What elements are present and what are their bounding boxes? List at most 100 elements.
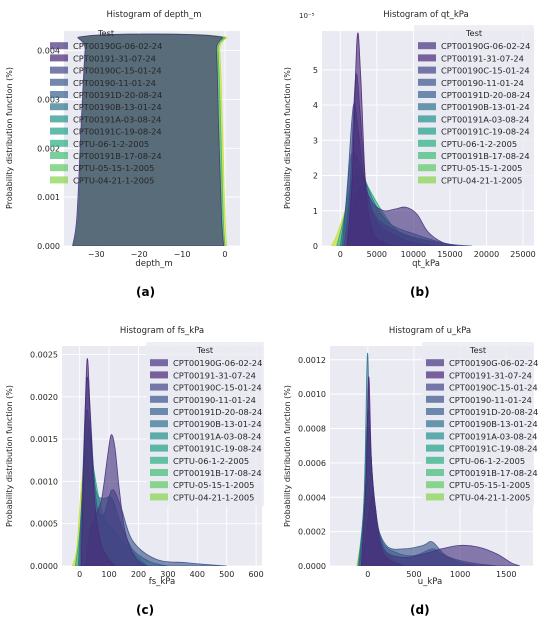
legend-swatch: [150, 371, 168, 379]
y-tick-label: 0.0025: [30, 350, 58, 359]
y-tick-label: 0.000: [37, 242, 60, 251]
density-area-6: [85, 434, 148, 566]
legend-swatch: [418, 164, 436, 172]
legend-swatch: [50, 91, 68, 98]
x-tick-label: 0: [77, 570, 82, 579]
y-axis-label: Probability distribution function (%): [283, 385, 292, 527]
legend-swatch: [50, 164, 68, 172]
density-area-6: [361, 495, 521, 566]
legend-label: CPT00191A-03-08-24: [173, 431, 261, 441]
x-tick-label: 400: [190, 570, 205, 579]
x-tick-label: −30: [88, 250, 105, 259]
legend-label: CPT00190G-06-02-24: [173, 358, 262, 368]
legend-box: [414, 25, 534, 190]
legend-label: CPT00190-11-01-24: [173, 395, 256, 405]
legend-swatch: [50, 152, 68, 159]
x-tick-label: 500: [219, 570, 234, 579]
legend-swatch: [426, 395, 444, 403]
y-scale-label: 10⁻⁵: [299, 12, 315, 20]
x-tick-label: 1500: [496, 570, 516, 579]
x-tick-label: 500: [406, 570, 421, 579]
legend-label: CPT00191B-17-08-24: [441, 151, 530, 161]
x-axis-label: qt_kPa: [412, 259, 440, 269]
legend-swatch: [50, 54, 68, 62]
x-tick-label: 25000: [510, 250, 535, 259]
panel-caption: (a): [136, 285, 155, 299]
legend-label: CPT00191C-19-08-24: [173, 444, 262, 454]
chart-panel-4: 0 500 1000 1500 0.0000 0.0002 0.0004 0.0006 0.00…: [283, 326, 538, 617]
legend: Test CPT00190G-06-02-24 CPT00191-31-07-24 C…: [50, 28, 162, 185]
legend-swatch: [150, 481, 168, 489]
legend-label: CPT00190B-13-01-24: [173, 419, 262, 429]
legend-label: CPT00191B-17-08-24: [173, 468, 262, 478]
legend-swatch: [426, 493, 444, 501]
legend-swatch: [150, 408, 168, 415]
x-axis-label: depth_m: [135, 259, 172, 269]
legend-swatch: [418, 54, 436, 62]
legend-swatch: [418, 42, 436, 50]
legend-label: CPT00191D-20-08-24: [73, 90, 162, 100]
legend-label: CPT00190C-15-01-24: [449, 383, 538, 393]
legend-swatch: [426, 383, 444, 391]
y-tick-label: 0.003: [37, 95, 60, 104]
legend-label: CPTU-06-1-2-2005: [449, 456, 525, 466]
legend-swatch: [426, 469, 444, 476]
legend-swatch: [150, 432, 168, 440]
x-axis-label: fs_kPa: [149, 577, 176, 587]
legend-swatch: [418, 91, 436, 98]
x-tick-label: 300: [160, 570, 175, 579]
legend-swatch: [418, 66, 436, 74]
x-tick-label: 15000: [437, 250, 462, 259]
x-tick-label: 600: [248, 570, 263, 579]
x-tick-label: −10: [174, 250, 191, 259]
legend-label: CPT00190C-15-01-24: [173, 383, 262, 393]
chart-title: Histogram of fs_kPa: [120, 326, 204, 336]
y-tick-label: 0.0004: [298, 493, 326, 502]
legend-label: CPT00190-11-01-24: [441, 78, 524, 88]
y-tick-label: 0.0008: [298, 425, 326, 434]
y-axis-label: Probability distribution function (%): [5, 385, 14, 527]
y-tick-label: 0.0005: [30, 520, 58, 529]
legend-swatch: [150, 383, 168, 391]
legend-label: CPT00190C-15-01-24: [441, 66, 530, 76]
x-tick-label: 5000: [367, 250, 387, 259]
series-group: [356, 352, 521, 566]
x-tick-label: 0: [365, 570, 370, 579]
legend-title: Test: [465, 28, 483, 38]
legend-label: CPTU-05-15-1-2005: [449, 480, 530, 490]
legend-swatch: [426, 408, 444, 415]
legend-swatch: [426, 432, 444, 440]
legend: Test CPT00190G-06-02-24 CPT00191-31-07-24 C…: [422, 342, 538, 507]
legend-label: CPT00191D-20-08-24: [173, 407, 262, 417]
legend-label: CPTU-06-1-2-2005: [441, 139, 517, 149]
y-tick-label: 5: [313, 66, 318, 75]
legend-label: CPT00191A-03-08-24: [73, 114, 161, 124]
chart-panel-3: 0 100 200 300 400 500 600 0.0000 0.0005 0.0010 0.0…: [5, 326, 264, 617]
legend-label: CPTU-04-21-1-2005: [449, 492, 530, 502]
legend-label: CPT00191-31-07-24: [441, 53, 524, 63]
legend-label: CPT00190B-13-01-24: [449, 419, 538, 429]
legend-label: CPT00191D-20-08-24: [441, 90, 530, 100]
density-area-3: [72, 33, 225, 246]
chart-title: Histogram of depth_m: [107, 10, 202, 20]
legend-swatch: [50, 66, 68, 74]
legend-swatch: [418, 127, 436, 135]
series-group: [72, 33, 228, 246]
x-tick-label: 0: [338, 250, 343, 259]
legend-label: CPTU-05-15-1-2005: [441, 163, 522, 173]
y-tick-label: 0.0010: [30, 477, 58, 486]
legend-label: CPT00191C-19-08-24: [449, 444, 538, 454]
panel-caption: (c): [136, 603, 154, 617]
legend-swatch: [418, 176, 436, 184]
x-tick-label: 10000: [401, 250, 426, 259]
legend-swatch: [150, 444, 168, 452]
legend-label: CPT00190G-06-02-24: [441, 41, 530, 51]
legend-swatch: [426, 420, 444, 428]
legend-label: CPT00191A-03-08-24: [449, 431, 537, 441]
series-group: [331, 32, 472, 246]
y-tick-label: 0.0000: [298, 562, 326, 571]
legend-label: CPT00191A-03-08-24: [441, 114, 529, 124]
legend-swatch: [418, 78, 436, 86]
legend-swatch: [50, 127, 68, 135]
